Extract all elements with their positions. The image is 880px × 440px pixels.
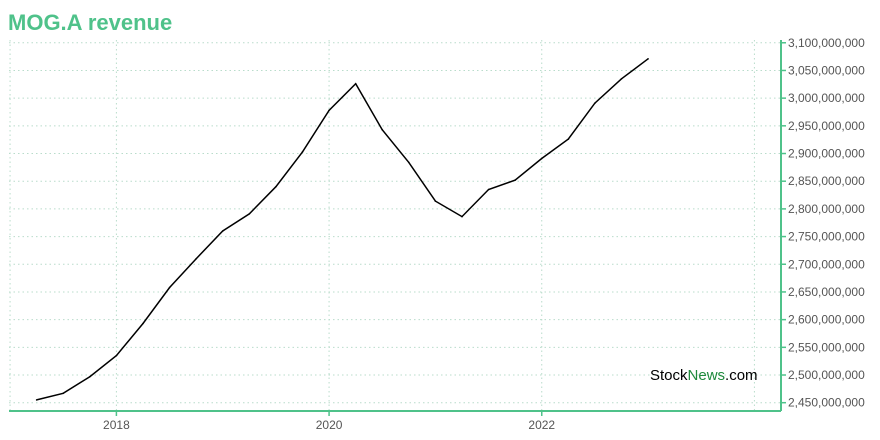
grid bbox=[9, 40, 781, 411]
data-point bbox=[408, 161, 410, 164]
watermark: StockNews.com bbox=[650, 367, 758, 384]
y-tick-label: 2,450,000,000 bbox=[788, 396, 865, 410]
watermark-part-2: News bbox=[688, 367, 726, 384]
data-point bbox=[567, 138, 570, 140]
y-tick-label: 2,650,000,000 bbox=[788, 285, 865, 299]
y-tick-label: 2,900,000,000 bbox=[788, 147, 865, 161]
data-point bbox=[594, 102, 596, 104]
y-tick-label: 3,000,000,000 bbox=[788, 91, 865, 105]
y-tick-label: 3,050,000,000 bbox=[788, 63, 865, 77]
axes: 2,450,000,000 2,500,000,000 2,550,000,000 2… bbox=[9, 36, 865, 432]
data-point bbox=[275, 185, 277, 188]
y-tick-label: 2,700,000,000 bbox=[788, 257, 865, 271]
data-point bbox=[461, 215, 463, 218]
y-tick-label: 3,100,000,000 bbox=[788, 36, 865, 50]
data-point bbox=[620, 77, 623, 80]
data-point bbox=[168, 286, 171, 289]
data-point bbox=[221, 230, 224, 232]
data-point bbox=[115, 354, 118, 357]
data-point bbox=[514, 179, 516, 181]
x-tick-label: 2018 bbox=[103, 418, 130, 432]
data-point bbox=[354, 82, 357, 85]
data-point bbox=[301, 151, 304, 153]
data-point bbox=[381, 128, 384, 131]
data-point bbox=[248, 213, 251, 215]
x-tick-label: 2022 bbox=[528, 418, 555, 432]
y-tick-label: 2,500,000,000 bbox=[788, 368, 865, 382]
y-tick-label: 2,850,000,000 bbox=[788, 174, 865, 188]
data-point bbox=[487, 188, 490, 191]
y-tick-label: 2,750,000,000 bbox=[788, 230, 865, 244]
data-point bbox=[540, 157, 543, 160]
data-point bbox=[647, 58, 649, 60]
data-point bbox=[35, 399, 38, 401]
watermark-part-3: .com bbox=[725, 367, 758, 384]
series-layer bbox=[35, 58, 649, 401]
data-point bbox=[328, 109, 330, 112]
watermark-part-1: Stock bbox=[650, 367, 688, 384]
data-point bbox=[62, 392, 65, 395]
y-tick-label: 2,950,000,000 bbox=[788, 119, 865, 133]
data-point bbox=[434, 200, 437, 202]
data-point bbox=[142, 322, 144, 325]
data-point bbox=[89, 375, 91, 378]
y-tick-label: 2,800,000,000 bbox=[788, 202, 865, 216]
y-tick-label: 2,600,000,000 bbox=[788, 313, 865, 327]
chart-title: MOG.A revenue bbox=[8, 10, 172, 35]
y-tick-label: 2,550,000,000 bbox=[788, 340, 865, 354]
x-tick-label: 2020 bbox=[316, 418, 343, 432]
data-point bbox=[195, 257, 197, 260]
revenue-series-line bbox=[36, 58, 649, 401]
